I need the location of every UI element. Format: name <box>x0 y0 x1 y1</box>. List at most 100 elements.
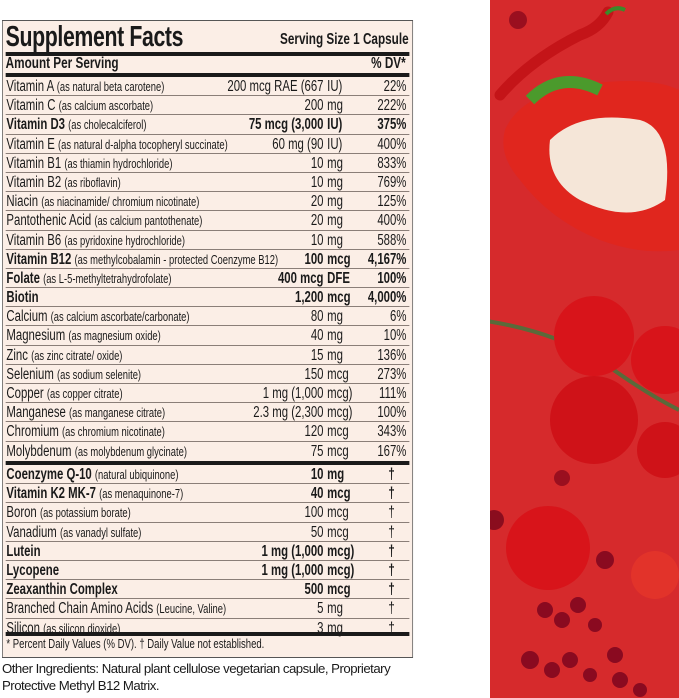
nutrient-row: Calcium (as calcium ascorbate/carbonate)… <box>5 307 410 327</box>
nutrient-name: Vitamin K2 MK-7 <box>6 485 96 503</box>
nutrient-amount: 10 <box>310 173 324 191</box>
nutrient-amount: 40 <box>310 327 324 345</box>
nutrient-dv: 125% <box>377 193 407 211</box>
nutrient-unit: mg <box>327 212 343 230</box>
nutrient-amount: 75 <box>310 442 324 460</box>
nutrient-name-cell: Vitamin C (as calcium ascorbate) <box>6 96 299 115</box>
nutrient-source: (Leucine, Valine) <box>156 601 227 617</box>
nutrient-name: Selenium <box>6 365 54 383</box>
nutrient-unit: mcg <box>327 423 349 441</box>
nutrient-source: (as methylcobalamin - protected Coenzyme… <box>74 251 279 267</box>
nutrient-source: (as L-5-methyltetrahydrofolate) <box>43 270 172 286</box>
pomegranate-seed <box>554 470 570 486</box>
red-currants <box>521 551 647 697</box>
nutrient-name: Pantothenic Acid <box>6 212 92 230</box>
nutrient-source: (as potassium borate) <box>39 505 131 521</box>
nutrient-name: Zinc <box>6 346 28 364</box>
nutrient-name: Boron <box>6 504 37 522</box>
nutrient-name-cell: Vitamin A (as natural beta carotene) <box>6 77 222 96</box>
nutrient-source: (as sodium selenite) <box>57 366 142 382</box>
nutrient-amount: 500 <box>304 581 324 599</box>
panel-title: Supplement Facts <box>5 21 184 53</box>
nutrient-name-cell: Copper (as copper citrate) <box>6 384 257 403</box>
nutrient-row: Boron (as potassium borate) 100 mcg † <box>5 503 410 523</box>
nutrient-name: Vitamin A <box>6 78 54 95</box>
nutrient-dv: 167% <box>377 442 407 460</box>
nutrient-amount: 1 mg (1,000 <box>261 561 324 579</box>
nutrient-row: Biotin 1,200 mcg 4,000% <box>5 288 410 308</box>
nutrient-row: Niacin (as niacinamide/ chromium nicotin… <box>5 192 410 212</box>
nutrient-unit: mg <box>327 154 343 172</box>
vitamins-minerals-list: Vitamin A (as natural beta carotene) 200 … <box>5 77 410 461</box>
nutrient-amount: 200 <box>304 97 324 115</box>
chili-stem <box>604 6 626 16</box>
nutrient-amount: 5 <box>317 600 324 618</box>
nutrient-unit: mg <box>327 308 343 326</box>
nutrient-amount: 40 <box>310 485 324 503</box>
supplement-facts-panel: Supplement Facts Serving Size 1 Capsule … <box>2 20 414 658</box>
nutrient-source: (as silicon dioxide) <box>43 620 121 636</box>
nutrient-source: (as copper citrate) <box>46 386 123 401</box>
nutrient-source: (as chromium nicotinate) <box>62 424 165 440</box>
tomato <box>550 376 638 464</box>
nutrient-dv: † <box>388 542 395 560</box>
nutrient-dv: 769% <box>377 173 407 191</box>
nutrient-name: Vanadium <box>6 523 57 541</box>
nutrient-dv: 10% <box>383 327 407 345</box>
nutrient-dv: 375% <box>377 116 407 134</box>
nutrient-name-cell: Magnesium (as magnesium oxide) <box>6 326 305 345</box>
nutrient-dv: 100% <box>377 269 407 287</box>
other-ingredients: Other Ingredients: Natural plant cellulo… <box>2 661 391 693</box>
nutrient-unit: mcg <box>327 581 351 599</box>
bell-pepper-inside <box>549 117 668 213</box>
nutrient-unit: mg <box>327 466 345 483</box>
nutrient-dv: 273% <box>377 365 407 383</box>
serving-size: Serving Size 1 Capsule <box>280 31 409 48</box>
nutrient-source: (as menaquinone-7) <box>99 486 184 502</box>
nutrient-amount: 1,200 <box>295 289 324 307</box>
nutrient-unit: mg <box>327 600 343 618</box>
nutrient-name-cell: Branched Chain Amino Acids (Leucine, Val… <box>6 599 312 618</box>
pomegranate-seed <box>490 510 504 530</box>
tomato <box>631 326 679 394</box>
nutrient-unit: mg <box>327 327 343 345</box>
nutrient-name: Vitamin B2 <box>6 173 62 191</box>
nutrient-source: (as vanadyl sulfate) <box>59 524 142 540</box>
nutrient-name: Lycopene <box>6 561 60 579</box>
nutrient-amount: 150 <box>304 365 324 383</box>
nutrient-row: Vitamin B1 (as thiamin hydrochloride) 10 m… <box>5 154 410 173</box>
nutrient-name-cell: Vanadium (as vanadyl sulfate) <box>6 523 305 542</box>
divider <box>5 461 410 465</box>
nutrient-amount: 75 mcg (3,000 <box>248 116 324 134</box>
nutrient-name: Folate <box>6 269 40 287</box>
nutrient-row: Zinc (as zinc citrate/ oxide) 15 mg 136% <box>5 346 410 365</box>
nutrient-name-cell: Vitamin B2 (as riboflavin) <box>6 173 305 192</box>
nutrient-unit: mcg <box>327 289 351 307</box>
nutrient-source: (as calcium pantothenate) <box>94 213 203 229</box>
other-nutrients-list: Coenzyme Q-10 (natural ubiquinone) 10 mg † V… <box>5 465 410 638</box>
nutrient-source: (as molybdenum glycinate) <box>74 443 187 459</box>
nutrient-amount: 80 <box>310 308 324 326</box>
nutrient-name-cell: Lutein <box>6 542 256 561</box>
nutrient-source: (as riboflavin) <box>64 174 121 190</box>
nutrient-row: Pantothenic Acid (as calcium pantothenat… <box>5 211 410 231</box>
nutrient-row: Lycopene 1 mg (1,000 mcg) † <box>5 561 410 581</box>
nutrient-name-cell: Vitamin B12 (as methylcobalamin - protec… <box>6 250 299 269</box>
nutrient-dv: † <box>388 523 395 541</box>
nutrient-name-cell: Zeaxanthin Complex <box>6 580 299 599</box>
nutrient-row: Folate (as L-5-methyltetrahydrofolate) 40… <box>5 269 410 289</box>
nutrient-dv: 588% <box>377 231 407 249</box>
nutrient-dv: 400% <box>377 212 407 230</box>
nutrient-amount: 20 <box>310 193 324 211</box>
nutrient-unit: mcg) <box>327 561 355 579</box>
nutrient-unit: mg <box>327 97 343 115</box>
nutrient-unit: mcg <box>327 442 349 460</box>
nutrient-unit: IU) <box>327 78 343 95</box>
nutrient-dv: 833% <box>377 154 407 172</box>
nutrient-name-cell: Niacin (as niacinamide/ chromium nicotin… <box>6 192 305 211</box>
nutrient-row: Branched Chain Amino Acids (Leucine, Val… <box>5 599 410 619</box>
nutrient-name-cell: Vitamin E (as natural d-alpha tocopheryl… <box>6 135 267 154</box>
nutrient-amount: 400 mcg <box>277 269 324 287</box>
nutrient-dv: † <box>388 466 395 483</box>
nutrient-amount: 3 <box>317 619 324 637</box>
